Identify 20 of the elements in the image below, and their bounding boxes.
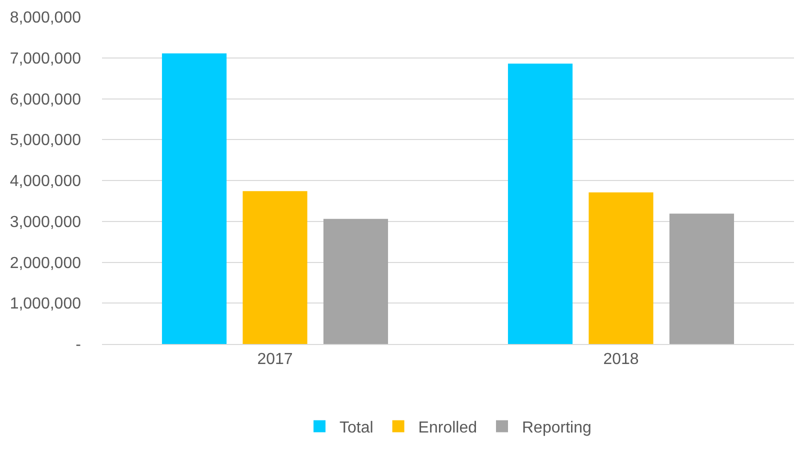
x-tick-label: 2018	[603, 351, 639, 368]
y-tick-label: 1,000,000	[10, 296, 82, 313]
bar	[323, 218, 388, 344]
y-tick-label: 2,000,000	[10, 254, 82, 272]
y-tick-label: 3,000,000	[10, 214, 82, 231]
y-tick-label: -	[76, 336, 81, 354]
y-tick-label: 6,000,000	[10, 91, 82, 108]
bar	[242, 191, 308, 344]
y-tick-label: 7,000,000	[10, 50, 82, 68]
bar	[162, 53, 227, 344]
y-tick-label: 5,000,000	[10, 132, 82, 150]
bar	[588, 192, 654, 344]
bar	[508, 64, 573, 344]
legend-label: Reporting	[522, 420, 592, 437]
legend-label: Total	[340, 420, 374, 437]
y-tick-label: 8,000,000	[10, 10, 82, 27]
y-tick-label: 4,000,000	[10, 173, 82, 190]
x-tick-label: 2017	[257, 351, 293, 368]
legend-label: Enrolled	[418, 420, 477, 437]
bar	[669, 214, 734, 344]
